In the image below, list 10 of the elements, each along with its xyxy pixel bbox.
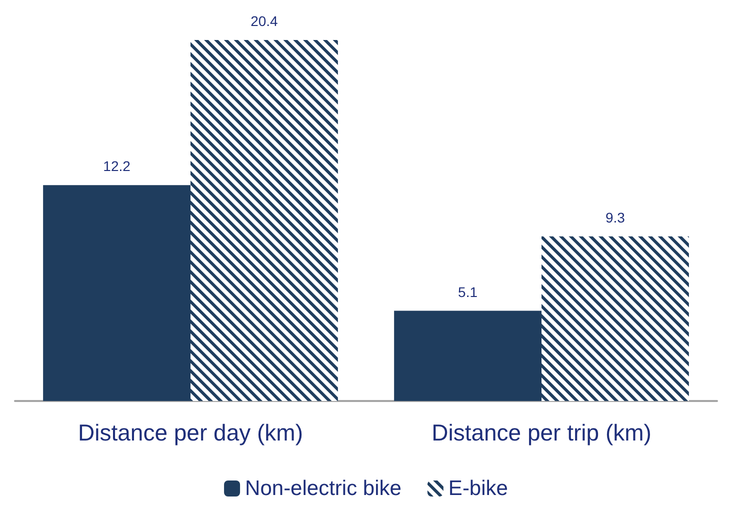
bar [394, 310, 542, 401]
x-tick-label: Distance per day (km) [78, 420, 303, 446]
data-label: 20.4 [250, 13, 278, 29]
data-label: 5.1 [458, 284, 478, 300]
legend-label: Non-electric bike [245, 477, 402, 500]
data-label: 12.2 [103, 158, 131, 174]
x-tick-label: Distance per trip (km) [432, 420, 652, 446]
bar [43, 185, 190, 401]
legend-label: E-bike [448, 477, 508, 500]
data-label: 9.3 [605, 209, 626, 226]
